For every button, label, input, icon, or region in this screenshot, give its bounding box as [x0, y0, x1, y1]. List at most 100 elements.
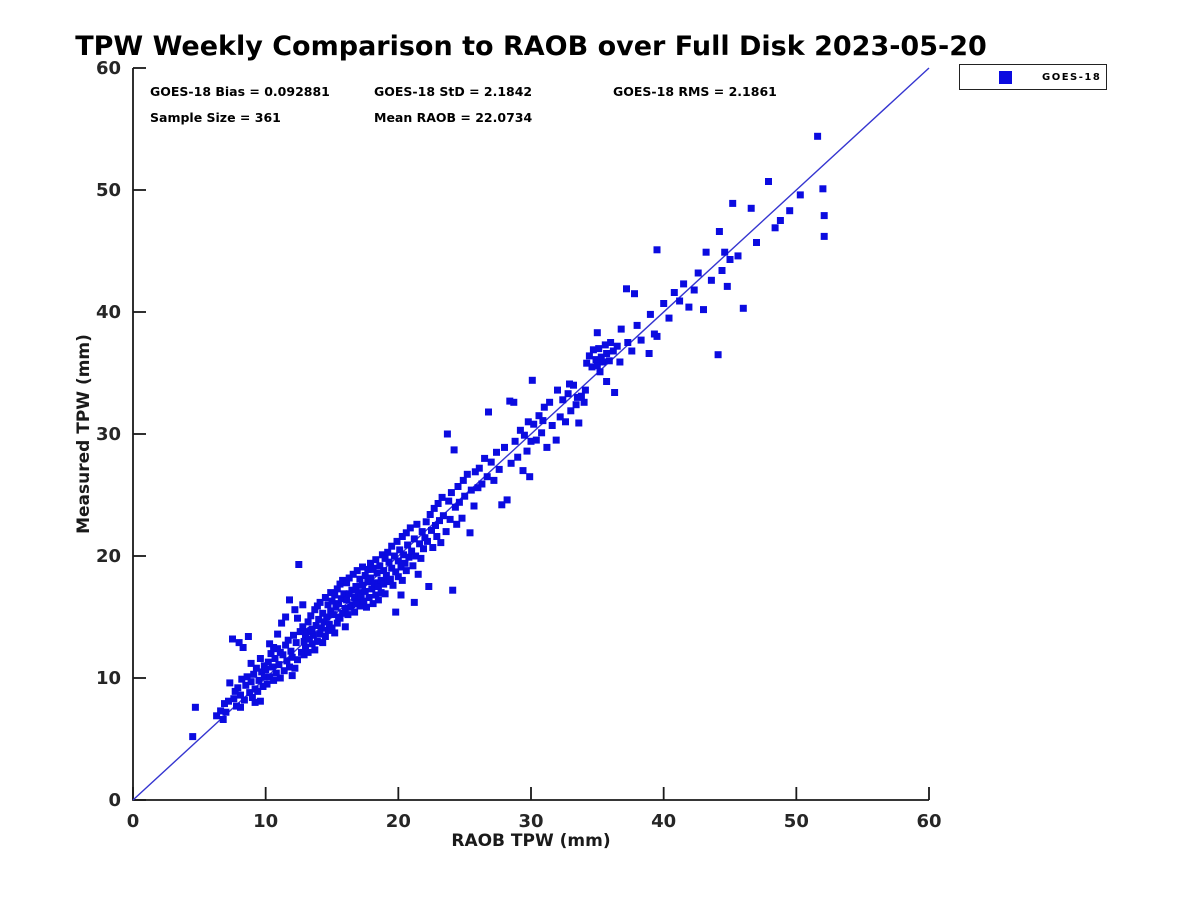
data-point [246, 689, 254, 697]
data-point [503, 496, 511, 504]
data-point [323, 613, 331, 621]
data-point [337, 595, 345, 603]
data-point [501, 443, 508, 451]
x-tick-label: 20 [386, 811, 411, 832]
data-point [353, 567, 361, 575]
data-point [506, 397, 514, 405]
data-point [284, 636, 292, 644]
data-point [410, 598, 418, 606]
data-point [237, 703, 244, 711]
data-point [382, 572, 390, 579]
data-point [596, 368, 604, 376]
data-point [470, 502, 478, 510]
data-point [439, 512, 447, 520]
data-point [466, 529, 474, 537]
data-point [300, 651, 308, 659]
data-point [328, 624, 336, 632]
data-point [321, 594, 329, 601]
data-point [266, 673, 274, 681]
legend-label: GOES-18 [1042, 71, 1102, 83]
data-point [219, 716, 227, 723]
data-point [398, 576, 406, 584]
data-point [250, 670, 258, 678]
data-point [393, 537, 401, 545]
data-point [729, 199, 737, 207]
data-point [364, 565, 372, 573]
data-point [252, 664, 260, 672]
data-point [714, 351, 722, 359]
data-point [286, 663, 293, 671]
data-point [256, 655, 264, 662]
data-point [356, 602, 364, 610]
data-point [408, 547, 416, 555]
data-point [765, 178, 772, 185]
data-point [247, 659, 255, 667]
data-point [213, 712, 221, 720]
data-point [226, 679, 234, 687]
data-point [343, 579, 351, 587]
data-point [430, 504, 438, 512]
stat-bias: GOES-18 Bias = 0.092881 [150, 84, 330, 99]
data-point [244, 633, 252, 640]
data-point [516, 426, 524, 434]
data-point [390, 552, 398, 560]
data-point [302, 634, 309, 642]
data-point [633, 321, 641, 329]
data-point [328, 597, 336, 605]
data-point [564, 390, 572, 398]
data-point [327, 589, 335, 597]
data-point [296, 628, 304, 636]
data-point [416, 540, 424, 548]
data-point [461, 492, 469, 500]
data-point [396, 546, 404, 554]
y-tick-label: 40 [96, 302, 121, 323]
data-point [402, 567, 410, 575]
data-point [381, 590, 389, 598]
data-point [530, 420, 538, 428]
data-point [588, 363, 596, 371]
data-point [361, 587, 369, 595]
data-point [429, 544, 437, 551]
data-point [336, 580, 344, 588]
data-point [222, 708, 230, 716]
data-point [577, 392, 585, 400]
data-point [676, 297, 684, 305]
data-point [270, 644, 278, 651]
data-point [454, 483, 462, 490]
legend-marker-icon [999, 70, 1012, 84]
data-point [349, 570, 357, 578]
data-point [374, 596, 382, 604]
data-point [324, 601, 332, 609]
data-point [271, 655, 279, 662]
data-point [437, 539, 445, 547]
data-point [225, 697, 232, 705]
data-point [420, 545, 427, 553]
data-point [388, 564, 396, 572]
data-point [425, 583, 433, 590]
data-point [546, 398, 554, 406]
data-point [299, 601, 307, 609]
data-point [599, 358, 607, 366]
data-point [570, 381, 577, 389]
data-point [231, 687, 239, 695]
data-point [234, 684, 242, 692]
data-point [593, 362, 601, 370]
data-point [335, 613, 343, 621]
data-point [467, 486, 475, 494]
data-point [333, 619, 341, 627]
data-point [438, 493, 446, 501]
data-point [412, 552, 420, 560]
data-point [538, 429, 546, 437]
data-point [616, 358, 624, 366]
data-point [653, 332, 661, 340]
data-point [483, 473, 491, 481]
data-point [343, 596, 351, 604]
data-point [455, 498, 463, 506]
data-point [307, 626, 315, 634]
data-point [264, 658, 272, 666]
data-point [463, 470, 471, 478]
data-point [514, 453, 522, 461]
data-point [335, 600, 343, 608]
data-point [446, 515, 454, 523]
data-point [559, 396, 567, 404]
